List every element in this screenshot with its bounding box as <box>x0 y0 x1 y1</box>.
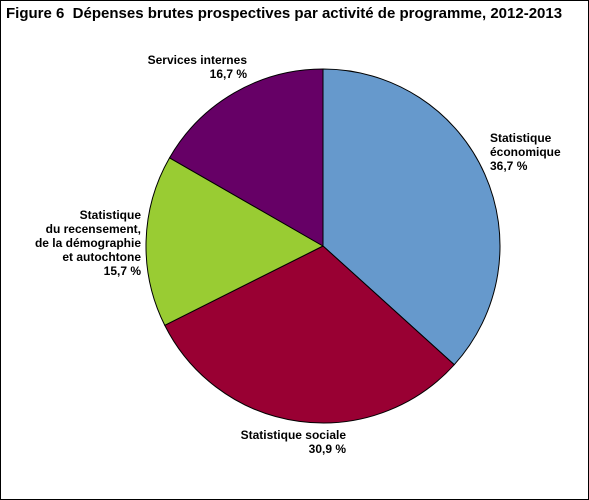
label-statistique-recensement: Statistique du recensement, de la démogr… <box>21 208 141 278</box>
slice-statistique-economique <box>322 68 501 366</box>
label-value: 30,9 % <box>308 442 346 456</box>
label-value: 36,7 % <box>490 159 528 173</box>
label-statistique-sociale: Statistique sociale 30,9 % <box>206 428 346 456</box>
label-value: 15,7 % <box>103 264 141 278</box>
label-line: de la démographie <box>34 236 141 250</box>
slice-statistique-sociale <box>164 245 455 424</box>
slice-statistique-recensement <box>145 157 324 326</box>
chart-title: Figure 6 Dépenses brutes prospectives pa… <box>6 5 563 22</box>
label-line: Statistique sociale <box>240 428 346 442</box>
slice-services-internes <box>169 68 324 247</box>
label-statistique-economique: Statistique économique 36,7 % <box>490 131 561 173</box>
label-line: Statistique <box>79 208 141 222</box>
label-line: Services internes <box>147 53 247 67</box>
label-line: Statistique <box>490 131 552 145</box>
label-line: et autochtone <box>62 250 141 264</box>
label-services-internes: Services internes 16,7 % <box>121 53 247 81</box>
label-line: du recensement, <box>45 222 141 236</box>
label-line: économique <box>490 145 561 159</box>
label-value: 16,7 % <box>209 67 247 81</box>
